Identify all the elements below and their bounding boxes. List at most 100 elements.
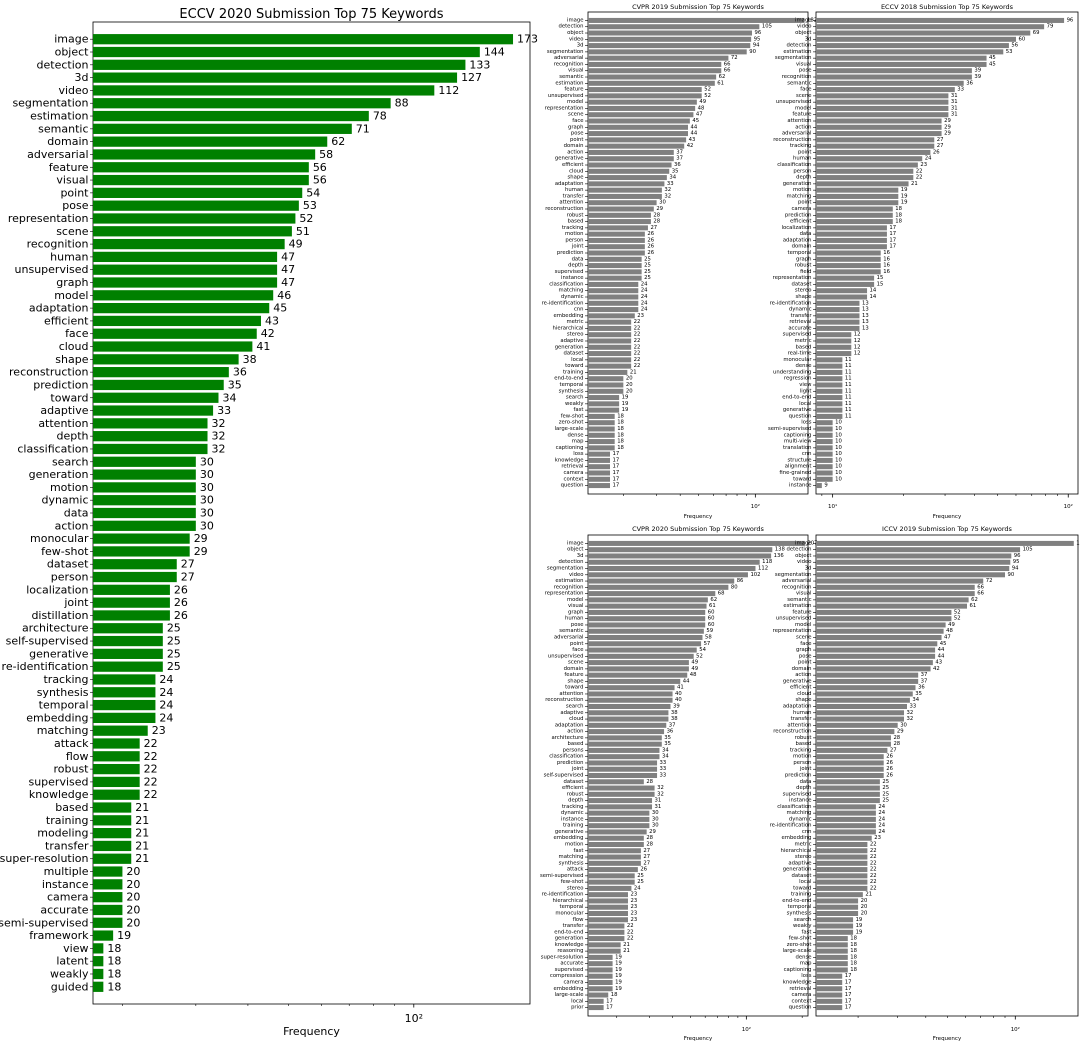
cvpr-2019-value-label: 105: [762, 24, 772, 30]
cvpr-2020-value-label: 23: [630, 917, 637, 923]
eccv-2018-category-label: dense: [796, 363, 812, 369]
cvpr-2020-bar: [588, 948, 621, 954]
eccv-2018-value-label: 24: [925, 156, 932, 162]
cvpr-2019-bar: [588, 99, 697, 105]
cvpr-2019-category-label: dense: [568, 432, 584, 438]
cvpr-2020-bar: [588, 710, 669, 716]
cvpr-2019-bar: [588, 137, 687, 143]
iccv-2019-bar: [816, 898, 859, 904]
cvpr-2020-value-label: 36: [667, 729, 674, 735]
cvpr-2020-bar: [588, 540, 805, 546]
eccv-2020-value-label: 41: [256, 340, 270, 353]
eccv-2018-category-label: local: [799, 401, 811, 407]
iccv-2019-value-label: 49: [948, 622, 955, 628]
cvpr-2019-value-label: 22: [634, 344, 641, 350]
cvpr-2020-bar: [588, 553, 772, 559]
cvpr-2020-value-label: 19: [615, 973, 622, 979]
cvpr-2019-category-label: reconstruction: [545, 206, 583, 212]
cvpr-2020-value-label: 41: [677, 685, 684, 691]
cvpr-2019-value-label: 23: [637, 313, 644, 319]
cvpr-2019-bar: [588, 244, 645, 250]
cvpr-2019-value-label: 25: [644, 263, 651, 269]
eccv-2018-value-label: 10: [835, 420, 842, 426]
cvpr-2020-category-label: 3d: [577, 553, 584, 559]
cvpr-2020-category-label: dynamic: [561, 810, 584, 816]
iccv-2019-value-label: 17: [845, 992, 852, 998]
eccv-2020-category-label: based: [55, 801, 88, 814]
iccv-2019-bar: [816, 697, 910, 703]
cvpr-2020-bar: [588, 829, 647, 835]
eccv-2018-bar: [816, 420, 833, 426]
eccv-2020-category-label: search: [52, 455, 89, 468]
iccv-2019-value-label: 17: [845, 998, 852, 1004]
eccv-2018-bar: [816, 464, 833, 470]
cvpr-2019-bar: [588, 124, 689, 130]
iccv-2019-value-label: 17: [845, 979, 852, 985]
iccv-2019-bar: [816, 653, 936, 659]
eccv-2018-x-axis-label: Frequency: [933, 514, 962, 520]
eccv-2020-value-label: 23: [152, 724, 166, 737]
cvpr-2020-value-label: 31: [655, 798, 662, 804]
eccv-2020-value-label: 47: [281, 276, 295, 289]
eccv-2018-bar: [816, 281, 875, 287]
cvpr-2019-category-label: robust: [567, 212, 584, 218]
cvpr-2019-category-label: human: [565, 187, 583, 193]
cvpr-2020-bar: [588, 973, 613, 979]
eccv-2020-value-label: 20: [126, 865, 140, 878]
eccv-2020-category-label: toward: [50, 391, 88, 404]
eccv-2020-category-label: weakly: [50, 967, 89, 980]
cvpr-2019-value-label: 17: [613, 451, 620, 457]
cvpr-2020-category-label: point: [570, 641, 584, 647]
eccv-2018-value-label: 18: [895, 212, 902, 218]
eccv-2020-value-label: 34: [222, 391, 236, 404]
cvpr-2020-value-label: 19: [615, 954, 622, 960]
eccv-2018-bar: [816, 470, 833, 476]
eccv-2020-title: ECCV 2020 Submission Top 75 Keywords: [179, 7, 443, 22]
eccv-2018-category-label: image: [795, 17, 812, 23]
eccv-2020-bar: [93, 687, 156, 698]
cvpr-2019-bar: [588, 225, 648, 231]
eccv-2018-value-label: 45: [989, 55, 996, 61]
eccv-2020-bar: [93, 379, 224, 391]
cvpr-2019-category-label: metric: [566, 319, 583, 325]
eccv-2020-value-label: 29: [194, 545, 208, 558]
eccv-2018-bar: [816, 181, 909, 187]
eccv-2020-value-label: 21: [135, 827, 149, 840]
eccv-2018-category-label: based: [796, 344, 812, 350]
eccv-2020-value-label: 21: [135, 852, 149, 865]
eccv-2020-category-label: camera: [47, 891, 89, 904]
cvpr-2020-bar: [588, 810, 650, 816]
eccv-2020-value-label: 53: [303, 199, 317, 212]
iccv-2019-category-label: video: [797, 559, 811, 565]
cvpr-2020-category-label: persons: [563, 747, 584, 753]
eccv-2018-category-label: efficient: [790, 219, 811, 225]
eccv-2020-category-label: training: [46, 814, 89, 827]
eccv-2018-bar: [816, 200, 899, 206]
eccv-2020-bar: [93, 520, 196, 531]
cvpr-2019-bar: [588, 382, 624, 388]
cvpr-2020-category-label: generation: [555, 936, 584, 942]
cvpr-2020-value-label: 49: [691, 666, 698, 672]
cvpr-2020-category-label: local: [571, 998, 583, 1004]
eccv-2018-bar: [816, 300, 860, 306]
cvpr-2019-value-label: 22: [634, 325, 641, 331]
eccv-2020-bar: [93, 495, 196, 506]
eccv-2018-bar: [816, 112, 949, 118]
eccv-2020-bar: [93, 751, 140, 762]
eccv-2020-category-label: few-shot: [41, 545, 89, 558]
eccv-2018-value-label: 11: [845, 369, 852, 375]
iccv-2019-category-label: unsupervised: [776, 616, 812, 622]
cvpr-2019-value-label: 24: [641, 307, 648, 313]
eccv-2018-bar: [816, 395, 843, 401]
iccv-2019-bar: [816, 923, 854, 929]
iccv-2019-value-label: 18: [850, 954, 857, 960]
eccv-2020-bar: [93, 943, 104, 954]
eccv-2020-bar: [93, 251, 278, 263]
cvpr-2019-value-label: 18: [617, 426, 624, 432]
cvpr-2020-category-label: graph: [568, 609, 584, 615]
cvpr-2020-bar: [588, 641, 702, 647]
cvpr-2019-bar: [588, 294, 639, 300]
cvpr-2019-bar: [588, 332, 632, 338]
cvpr-2020-value-label: 25: [637, 879, 644, 885]
cvpr-2019-bar: [588, 43, 751, 49]
